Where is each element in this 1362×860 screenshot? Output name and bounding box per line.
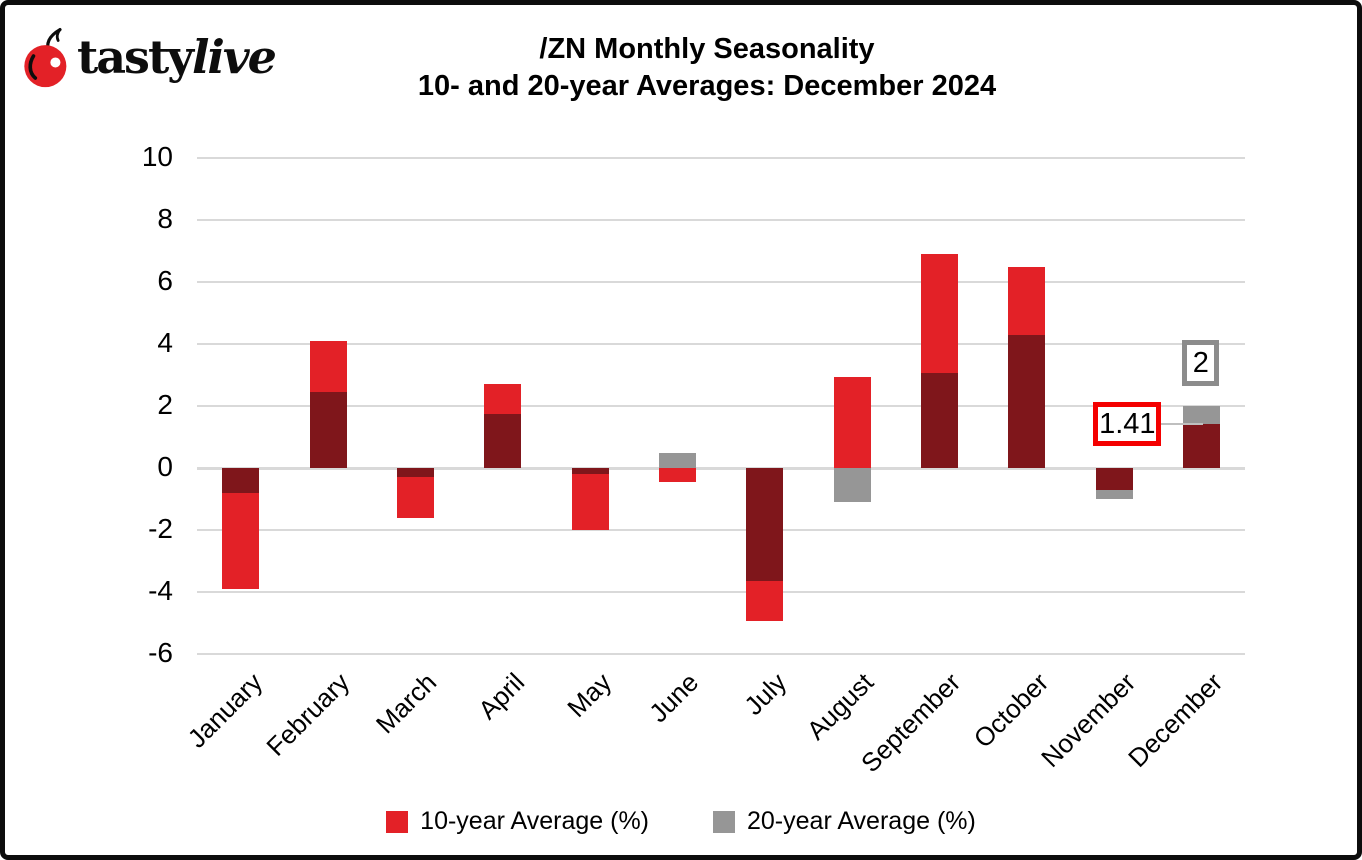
bar-august-20yr: [833, 468, 871, 503]
bar-august-10yr: [833, 376, 871, 468]
gridline-y-6: [197, 653, 1245, 655]
y-axis-tick-0: 0: [157, 451, 173, 482]
bar-march-10yr: [396, 477, 434, 518]
bar-january-10yr: [222, 492, 260, 589]
y-axis-tick-10: 10: [141, 141, 173, 172]
bar-february-10yr: [309, 340, 347, 393]
bar-may-10yr: [571, 474, 609, 530]
bar-december-20yr: [1182, 406, 1220, 425]
page-title: /ZN Monthly Seasonality 10- and 20-year …: [57, 31, 1357, 105]
gridline-y-2: [197, 529, 1245, 531]
y-axis-tick-2: 2: [157, 389, 173, 420]
legend-swatch-10yr: [386, 810, 409, 833]
gridline-y6: [197, 281, 1245, 283]
bar-november-20yr: [1095, 489, 1133, 499]
y-axis-tick--6: -6: [148, 637, 173, 668]
bar-june-10yr: [658, 468, 696, 482]
y-axis-tick-4: 4: [157, 327, 173, 358]
bar-april-10yr: [484, 384, 522, 414]
gridline-y-4: [197, 591, 1245, 593]
legend-label-10yr: 10-year Average (%): [420, 807, 649, 835]
bar-july-10yr: [746, 581, 784, 622]
legend-swatch-20yr: [713, 810, 735, 833]
legend-label-20yr: 20-year Average (%): [747, 807, 976, 835]
y-axis-tick--2: -2: [148, 513, 173, 544]
bar-november-overlap: [1095, 468, 1133, 490]
bar-march-overlap: [396, 468, 434, 478]
title-line-1: /ZN Monthly Seasonality: [539, 33, 875, 65]
callout-leader-line: [1160, 423, 1204, 426]
bar-january-overlap: [222, 468, 260, 493]
bar-june-20yr: [658, 452, 696, 468]
y-axis-tick-6: 6: [157, 265, 173, 296]
gridline-y10: [197, 157, 1245, 159]
bar-december-overlap: [1182, 424, 1220, 468]
gridline-y2: [197, 405, 1245, 407]
bar-may-overlap: [571, 468, 609, 475]
bar-october-10yr: [1008, 266, 1046, 335]
y-axis-tick-8: 8: [157, 203, 173, 234]
chart-legend: 10-year Average (%) 20-year Average (%): [5, 807, 1357, 836]
bar-february-overlap: [309, 392, 347, 468]
cherry-icon: [24, 27, 67, 88]
legend-item-10yr: 10-year Average (%): [386, 807, 649, 836]
callout-2: 2: [1182, 340, 1220, 386]
bar-july-overlap: [746, 468, 784, 582]
gridline-y0: [197, 467, 1245, 470]
bar-october-overlap: [1008, 334, 1046, 468]
y-axis-tick--4: -4: [148, 575, 173, 606]
gridline-y4: [197, 343, 1245, 345]
callout-1.41: 1.41: [1093, 402, 1162, 447]
tastylive-logo: tastylive: [21, 25, 277, 89]
chart-plot-area: 10 8 6 4 2 0 -2 -4 -6 January February March April Ma…: [5, 5, 1357, 855]
legend-item-20yr: 20-year Average (%): [713, 807, 976, 836]
bar-september-overlap: [920, 373, 958, 468]
gridline-y8: [197, 219, 1245, 221]
bar-april-overlap: [484, 413, 522, 468]
title-line-2: 10- and 20-year Averages: December 2024: [417, 70, 997, 102]
bar-september-10yr: [920, 254, 958, 374]
brand-text: tastylive: [77, 30, 277, 84]
